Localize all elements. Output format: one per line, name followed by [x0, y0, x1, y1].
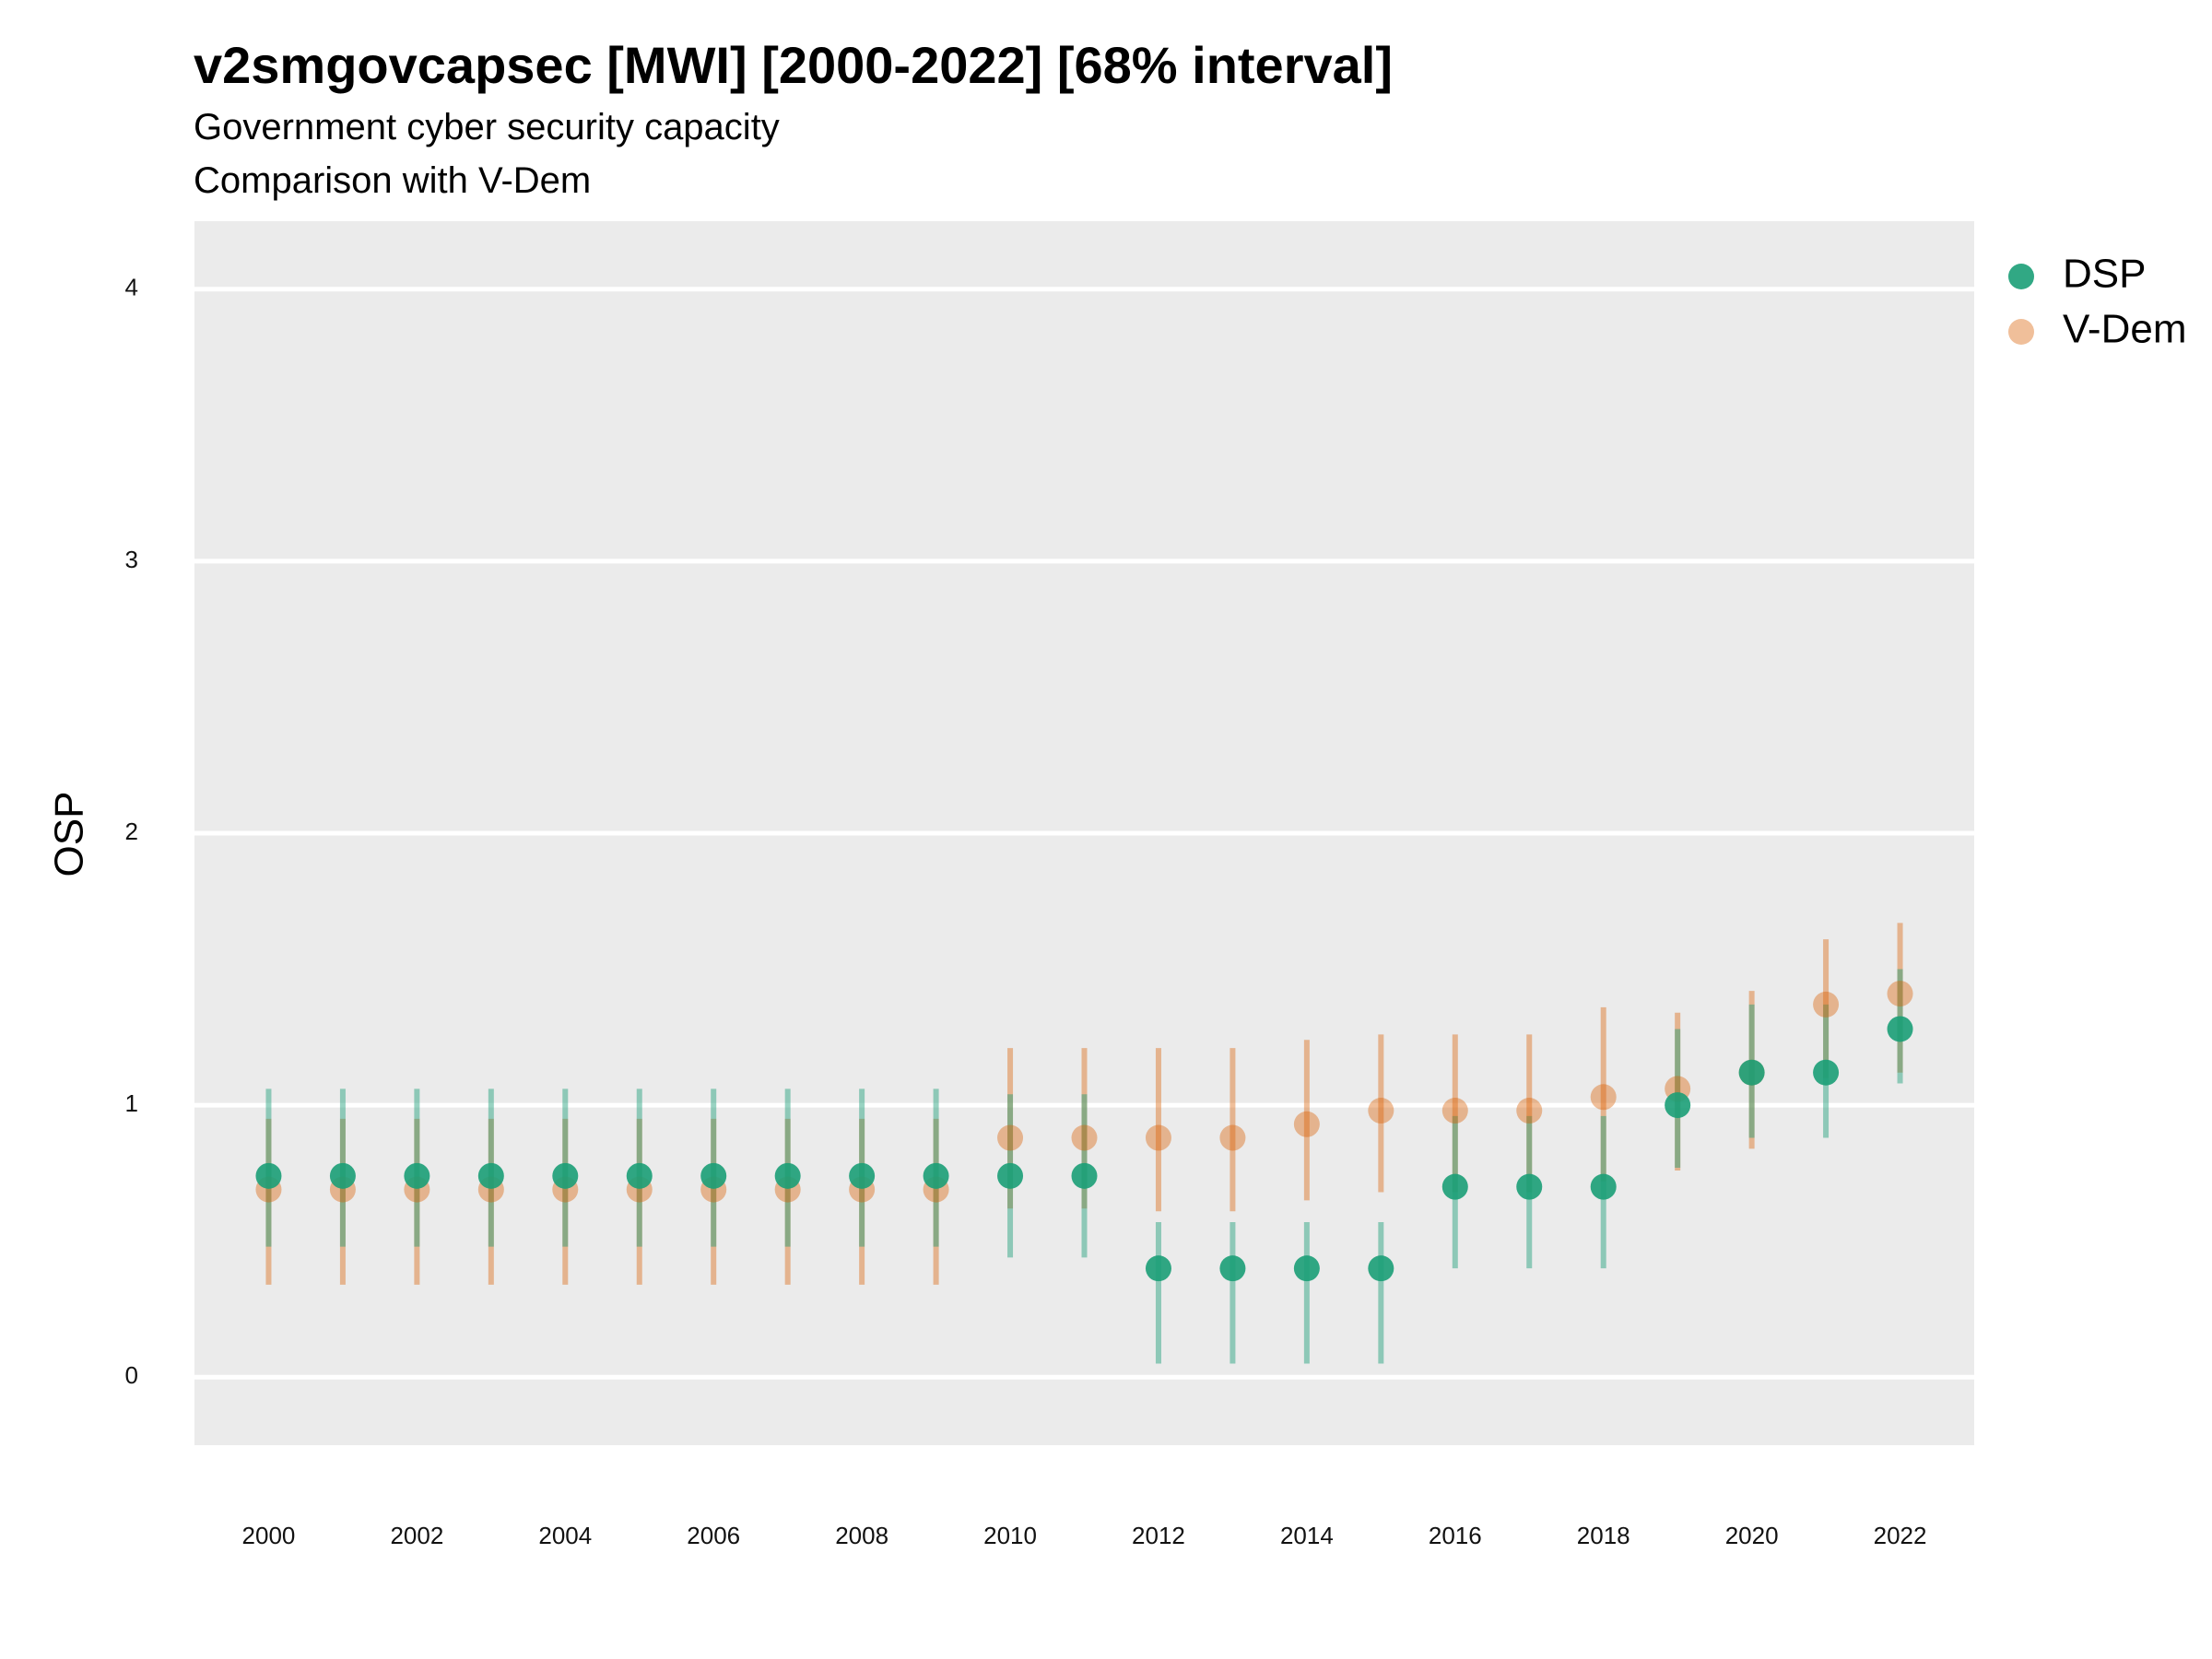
data-marks — [255, 923, 1913, 1364]
dsp-point-2010 — [997, 1162, 1024, 1189]
dsp-point-2011 — [1071, 1162, 1098, 1189]
dsp-point-2022 — [1887, 1016, 1913, 1042]
dsp-point-2002 — [404, 1162, 430, 1189]
dsp-point-2013 — [1219, 1255, 1246, 1282]
chart-title: v2smgovcapsec [MWI] [2000-2022] [68% int… — [194, 36, 1393, 94]
v-dem-point-2013 — [1219, 1124, 1246, 1151]
v-dem-point-2016 — [1441, 1098, 1468, 1124]
dsp-point-2018 — [1590, 1173, 1617, 1200]
y-tick-label: 3 — [125, 546, 138, 573]
dsp-point-2012 — [1145, 1255, 1171, 1282]
v-dem-point-2022 — [1887, 981, 1913, 1007]
x-tick-label: 2016 — [1429, 1522, 1482, 1549]
y-tick-label: 2 — [125, 818, 138, 845]
v-dem-point-2010 — [997, 1124, 1024, 1151]
v-dem-point-2021 — [1813, 991, 1840, 1018]
v-dem-point-2011 — [1071, 1124, 1098, 1151]
dsp-point-2000 — [255, 1162, 282, 1189]
x-tick-label: 2010 — [983, 1522, 1037, 1549]
v-dem-point-2018 — [1590, 1084, 1617, 1111]
x-tick-label: 2008 — [835, 1522, 888, 1549]
legend-label-v-dem: V-Dem — [2063, 307, 2186, 352]
dsp-point-2005 — [626, 1162, 653, 1189]
x-tick-label: 2006 — [687, 1522, 740, 1549]
legend-key-v-dem — [2008, 319, 2034, 345]
x-tick-label: 2000 — [242, 1522, 296, 1549]
x-tick-label: 2002 — [390, 1522, 443, 1549]
v-dem-point-2014 — [1293, 1111, 1320, 1137]
dsp-point-2009 — [923, 1162, 949, 1189]
y-tick-label: 1 — [125, 1089, 138, 1117]
y-tick-label: 4 — [125, 274, 138, 301]
dsp-point-2004 — [552, 1162, 579, 1189]
dsp-point-2007 — [774, 1162, 801, 1189]
dsp-point-2016 — [1441, 1173, 1468, 1200]
dsp-point-2003 — [477, 1162, 504, 1189]
legend: DSP V-Dem — [2008, 252, 2186, 352]
x-tick-label: 2012 — [1132, 1522, 1185, 1549]
legend-key-dsp — [2008, 264, 2034, 289]
chart-subtitle-comparison: Comparison with V-Dem — [194, 160, 592, 201]
dsp-point-2015 — [1368, 1255, 1394, 1282]
v-dem-point-2012 — [1145, 1124, 1171, 1151]
y-tick-label: 0 — [125, 1361, 138, 1389]
v-dem-point-2015 — [1368, 1098, 1394, 1124]
x-tick-label: 2018 — [1577, 1522, 1630, 1549]
dsp-point-2008 — [849, 1162, 876, 1189]
x-tick-label: 2014 — [1280, 1522, 1334, 1549]
v-dem-point-2017 — [1516, 1098, 1543, 1124]
y-axis-title: OSP — [47, 792, 92, 877]
x-tick-label: 2020 — [1725, 1522, 1779, 1549]
dsp-point-2019 — [1665, 1092, 1691, 1119]
dsp-point-2020 — [1738, 1059, 1765, 1086]
dsp-point-2017 — [1516, 1173, 1543, 1200]
dsp-point-2021 — [1813, 1059, 1840, 1086]
dsp-point-2014 — [1293, 1255, 1320, 1282]
x-tick-label: 2004 — [538, 1522, 592, 1549]
legend-label-dsp: DSP — [2063, 252, 2146, 297]
y-axis-ticks: 0 1 2 3 4 — [125, 274, 138, 1389]
x-axis-ticks: 2000 2002 2004 2006 2008 2010 2012 2014 2016 2018… — [242, 1522, 1927, 1549]
dsp-point-2001 — [329, 1162, 356, 1189]
x-tick-label: 2022 — [1874, 1522, 1927, 1549]
dsp-point-2006 — [700, 1162, 727, 1189]
chart-subtitle: Government cyber security capacity — [194, 107, 780, 147]
